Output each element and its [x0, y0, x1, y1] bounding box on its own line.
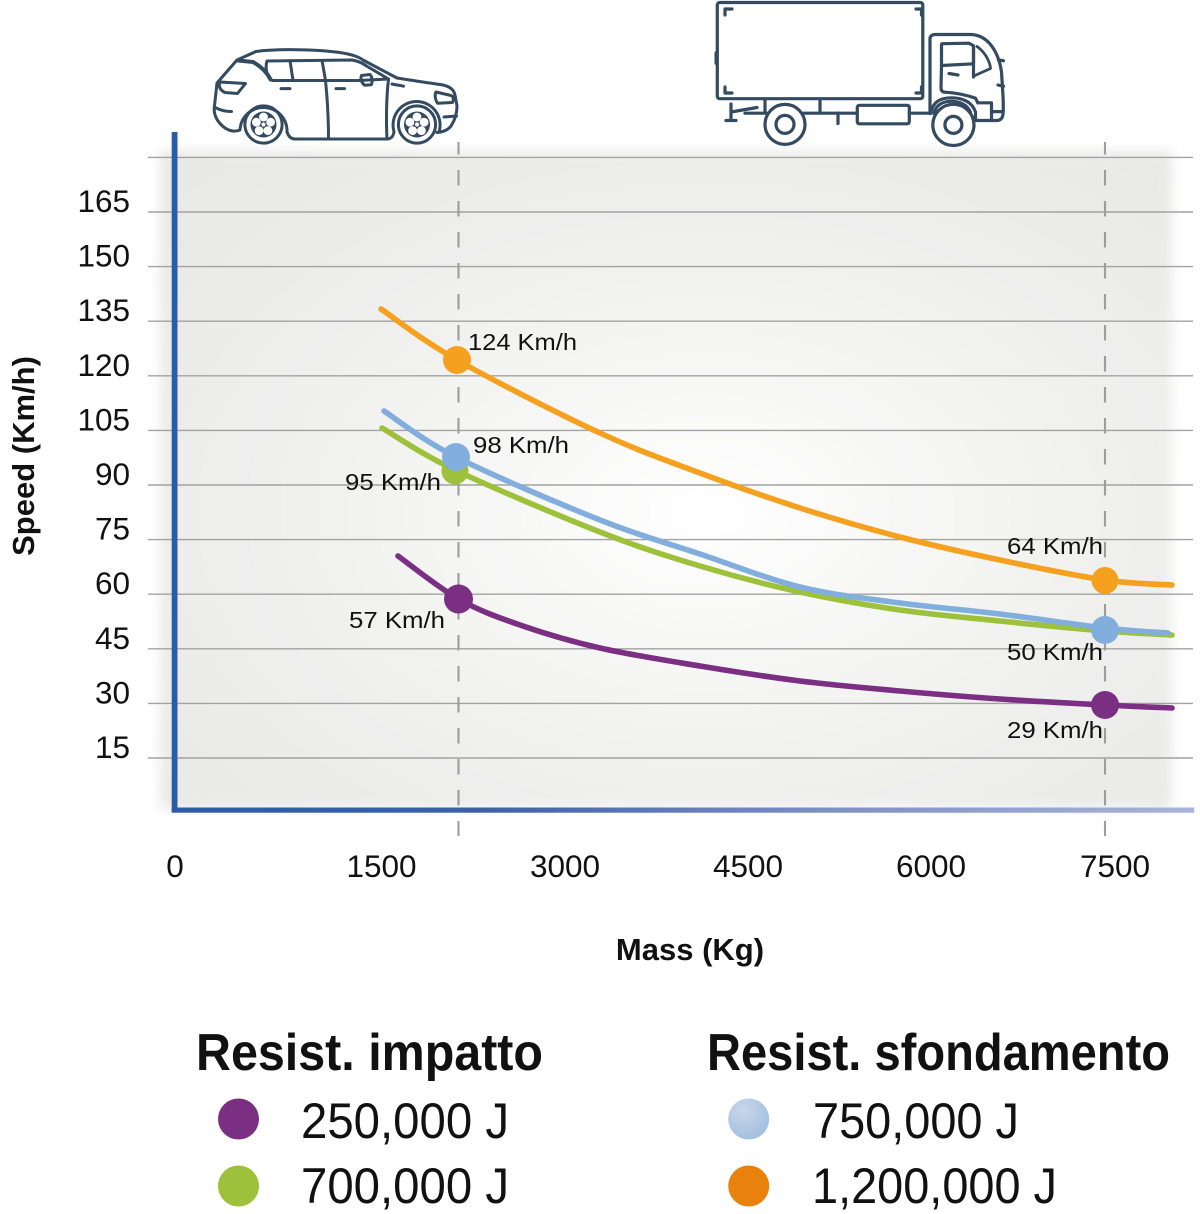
svg-text:57 Km/h: 57 Km/h [349, 607, 445, 633]
svg-text:Mass (Kg): Mass (Kg) [616, 932, 764, 967]
svg-text:700,000 J: 700,000 J [301, 1158, 509, 1214]
svg-text:135: 135 [77, 292, 130, 328]
svg-text:750,000 J: 750,000 J [813, 1093, 1019, 1149]
svg-text:45: 45 [95, 620, 130, 656]
svg-text:6000: 6000 [896, 848, 966, 884]
svg-text:60: 60 [95, 565, 130, 601]
svg-text:15: 15 [95, 729, 130, 765]
svg-text:165: 165 [77, 183, 130, 219]
svg-text:90: 90 [95, 456, 130, 492]
svg-text:64 Km/h: 64 Km/h [1007, 533, 1103, 559]
svg-text:250,000 J: 250,000 J [301, 1093, 509, 1149]
svg-text:0: 0 [166, 848, 184, 884]
svg-text:30: 30 [95, 674, 130, 710]
svg-text:29 Km/h: 29 Km/h [1007, 717, 1103, 743]
svg-text:98 Km/h: 98 Km/h [473, 432, 569, 458]
svg-text:50 Km/h: 50 Km/h [1007, 639, 1103, 665]
svg-text:Resist. impatto: Resist. impatto [196, 1024, 543, 1082]
svg-text:95 Km/h: 95 Km/h [345, 469, 441, 495]
svg-text:1,200,000 J: 1,200,000 J [812, 1158, 1057, 1214]
svg-text:4500: 4500 [713, 848, 783, 884]
svg-text:75: 75 [95, 511, 130, 547]
svg-text:7500: 7500 [1080, 848, 1150, 884]
svg-text:150: 150 [77, 238, 130, 274]
svg-text:120: 120 [77, 347, 130, 383]
svg-text:105: 105 [77, 401, 130, 437]
svg-text:3000: 3000 [530, 848, 600, 884]
svg-text:1500: 1500 [346, 848, 416, 884]
svg-text:Resist. sfondamento: Resist. sfondamento [707, 1024, 1170, 1082]
svg-text:124 Km/h: 124 Km/h [468, 329, 577, 355]
svg-text:Speed (Km/h): Speed (Km/h) [6, 356, 41, 556]
